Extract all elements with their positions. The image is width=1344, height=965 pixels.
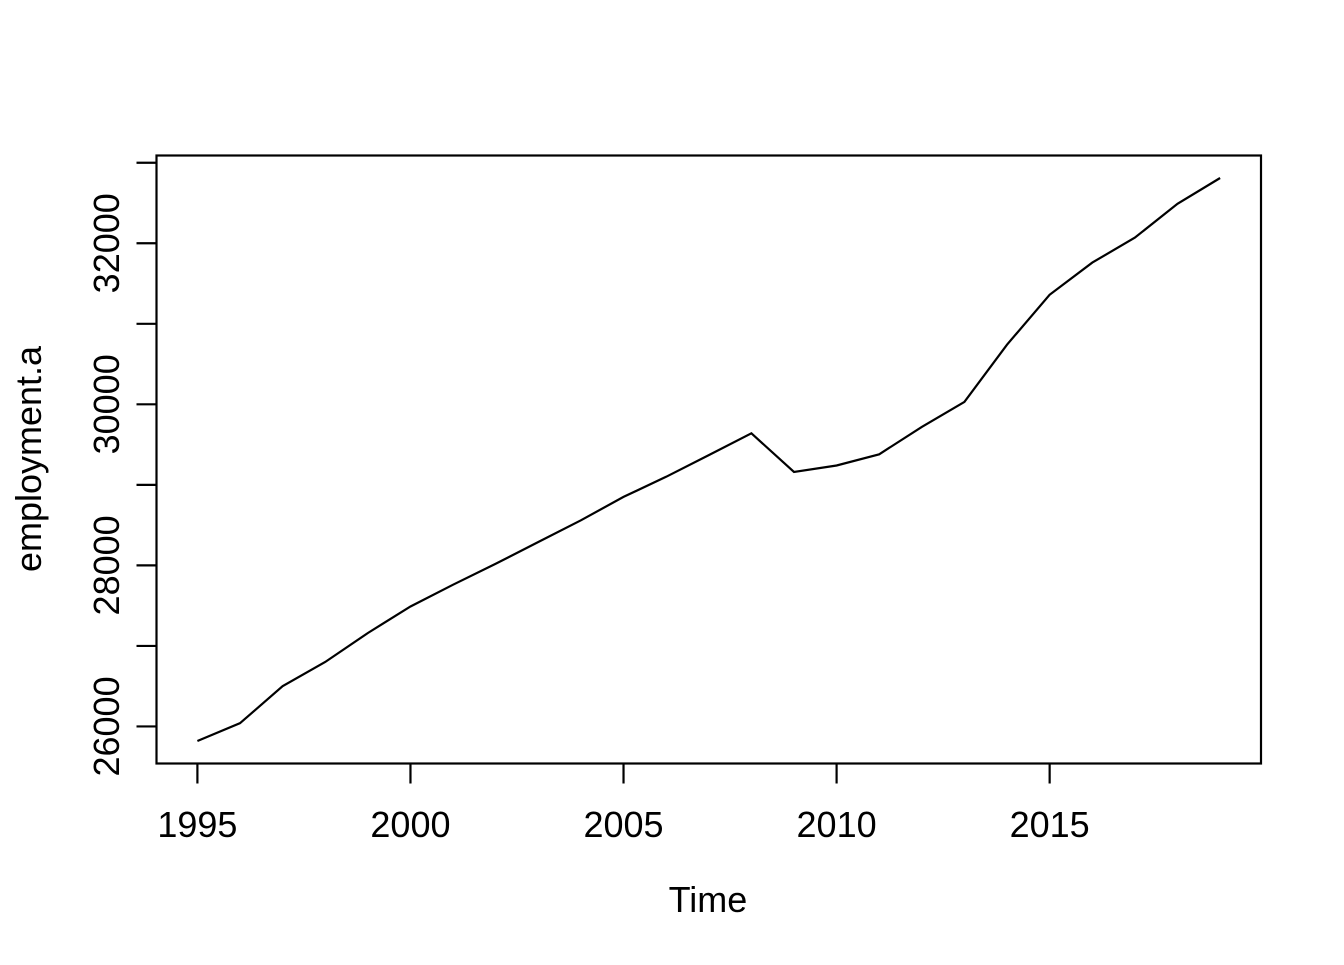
x-tick-label: 2000 — [370, 804, 450, 845]
y-axis-title: employment.a — [8, 345, 49, 572]
plot-frame — [155, 154, 1263, 765]
y-tick-label: 28000 — [86, 515, 127, 615]
x-axis-title: Time — [669, 879, 748, 920]
y-tick-label: 32000 — [86, 193, 127, 293]
plot-marks: 1995 2000 2005 2010 2015 26000 28000 30000 32000 — [86, 154, 1263, 845]
y-tick-label: 26000 — [86, 676, 127, 776]
series-line-employment-a — [196, 177, 1221, 743]
y-tick-label: 30000 — [86, 354, 127, 454]
x-tick-label: 1995 — [157, 804, 237, 845]
x-tick-label: 2005 — [583, 804, 663, 845]
x-tick-label: 2015 — [1010, 804, 1090, 845]
x-tick-label: 2010 — [797, 804, 877, 845]
